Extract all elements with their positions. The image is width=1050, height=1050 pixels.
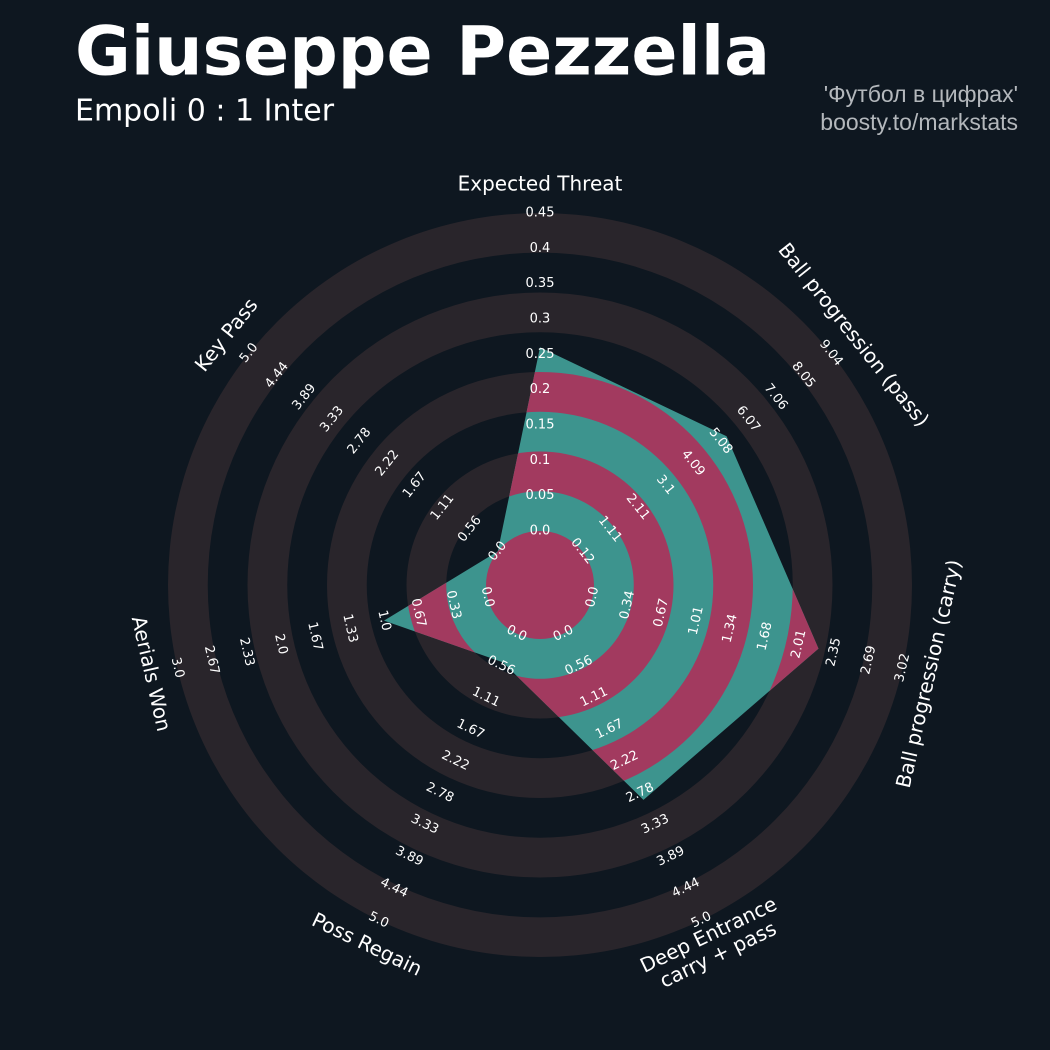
- tick-label: 3.0: [168, 656, 187, 680]
- tick-label: 2.35: [823, 636, 844, 668]
- tick-label: 0.4: [530, 241, 551, 256]
- tick-label: 1.34: [720, 613, 741, 645]
- tick-label: 2.78: [345, 425, 375, 457]
- chart-title: Giuseppe Pezzella: [75, 13, 770, 92]
- tick-label: 0.1: [530, 453, 551, 468]
- tick-label: 1.68: [755, 621, 776, 653]
- tick-label: 0.0: [478, 585, 497, 609]
- param-label: Expected Threat: [458, 172, 623, 196]
- tick-label: 2.67: [201, 644, 222, 676]
- tick-label: 1.33: [339, 613, 360, 645]
- tick-label: 0.67: [408, 597, 429, 629]
- param-label: Aerials Won: [127, 614, 177, 734]
- tick-label: 2.0: [271, 632, 290, 656]
- tick-label: 0.45: [526, 206, 555, 221]
- tick-label: 0.2: [530, 382, 551, 397]
- tick-label: 0.25: [526, 347, 555, 362]
- radar-band: [486, 531, 594, 639]
- tick-label: 0.34: [617, 589, 638, 621]
- tick-label: 1.0: [374, 609, 393, 633]
- tick-label: 0.0: [530, 524, 551, 539]
- tick-label: 2.33: [236, 636, 257, 668]
- tick-label: 0.33: [443, 589, 464, 621]
- tick-label: 0.0: [583, 585, 602, 609]
- tick-label: 0.67: [651, 597, 672, 629]
- tick-label: 0.3: [530, 312, 551, 327]
- tick-label: 0.35: [526, 276, 555, 291]
- tick-label: 3.02: [892, 652, 913, 684]
- tick-label: 1.01: [686, 605, 707, 637]
- tick-label: 0.15: [526, 418, 555, 433]
- tick-label: 0.05: [526, 488, 555, 503]
- credit: boosty.to/markstats: [820, 109, 1018, 135]
- subtitle: Empoli 0 : 1 Inter: [75, 94, 335, 129]
- credit: 'Футбол в цифрах': [824, 81, 1018, 107]
- tick-label: 2.01: [788, 628, 809, 660]
- tick-label: 2.69: [858, 644, 879, 676]
- tick-label: 2.78: [424, 780, 457, 806]
- tick-label: 1.67: [304, 621, 325, 653]
